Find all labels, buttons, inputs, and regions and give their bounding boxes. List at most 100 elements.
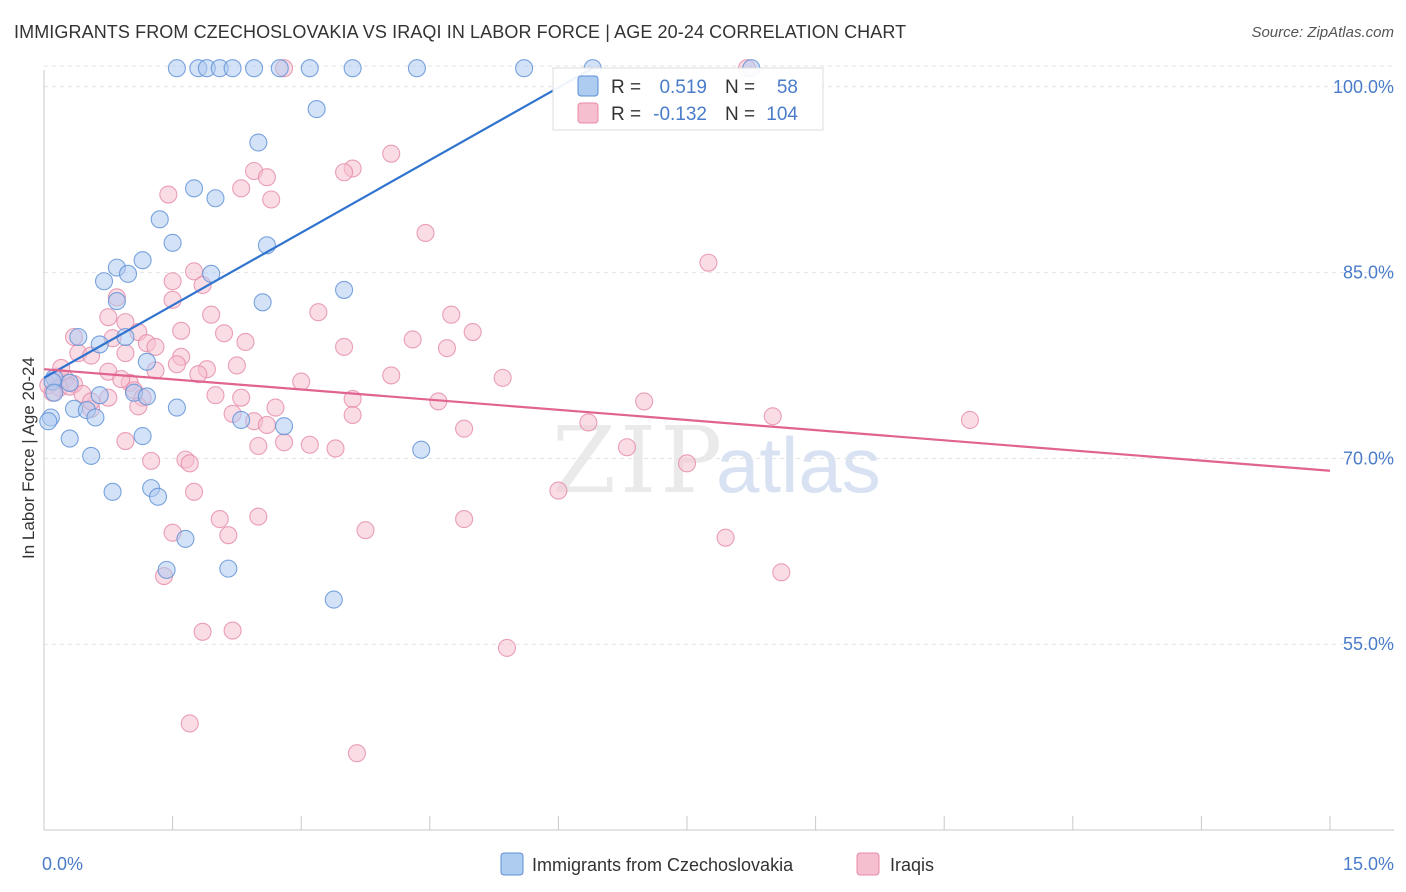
czechoslovakia-point <box>60 373 79 392</box>
series-legend: Immigrants from Czechoslovakia Iraqis <box>500 852 934 876</box>
iraqis-point <box>403 330 422 349</box>
czechoslovakia-point <box>148 487 168 506</box>
czechoslovakia-point <box>515 59 534 78</box>
iraqis-point <box>193 622 212 641</box>
axes: 100.0% 85.0% 70.0% 55.0% 0.0% 15.0% <box>42 70 1394 874</box>
iraqis-point <box>437 339 456 358</box>
czechoslovakia-trend-line <box>43 67 594 379</box>
iraqis-trend-line <box>43 368 1331 472</box>
iraqis-point <box>347 744 366 763</box>
iraqis-point <box>142 451 161 470</box>
iraqis-point <box>300 435 319 454</box>
czechoslovakia-point <box>275 417 294 436</box>
iraqis-point <box>716 528 735 547</box>
r-label: R = <box>611 77 641 98</box>
czechoslovakia-point <box>206 189 225 208</box>
r-value: 0.519 <box>659 77 707 98</box>
czechoslovakia-point <box>167 398 186 417</box>
czechoslovakia-point <box>335 280 354 299</box>
czechoslovakia-point <box>86 408 105 427</box>
czechoslovakia-point <box>343 59 362 78</box>
iraqis-point <box>116 344 135 363</box>
czechoslovakia-point <box>163 233 182 252</box>
iraqis-point <box>202 305 221 324</box>
iraqis-point <box>335 163 354 182</box>
czechoslovakia-point <box>253 293 272 312</box>
legend-czechoslovakia-swatch <box>500 852 524 876</box>
iraqis-point <box>772 563 791 582</box>
czechoslovakia-point <box>103 482 122 501</box>
czechoslovakia-point <box>232 410 251 430</box>
n-value: 104 <box>766 104 798 125</box>
czechoslovakia-point <box>45 383 64 402</box>
iraqis-point <box>497 638 517 657</box>
iraqis-point <box>236 332 255 351</box>
y-tick-label: 100.0% <box>1333 77 1394 97</box>
x-tick-label: 0.0% <box>42 854 83 874</box>
iraqis-point <box>172 321 191 340</box>
czechoslovakia-point <box>244 59 264 78</box>
y-tick-label: 85.0% <box>1343 263 1394 283</box>
czechoslovakia-point <box>324 590 343 609</box>
czechoslovakia-point <box>133 251 152 270</box>
iraqis-point <box>382 366 401 385</box>
czechoslovakia-point <box>184 179 204 198</box>
czechoslovakia-points <box>39 59 761 609</box>
czechoslovakia-point <box>107 292 126 311</box>
iraqis-point <box>617 438 637 457</box>
gridlines <box>44 65 1392 645</box>
iraqis-point <box>257 168 276 187</box>
x-tick-label: 15.0% <box>1343 854 1394 874</box>
czechoslovakia-point <box>219 559 238 578</box>
czechoslovakia-point <box>412 440 431 459</box>
czechoslovakia-point <box>82 446 101 465</box>
iraqis-point <box>167 355 186 374</box>
iraqis-point <box>326 439 345 458</box>
czechoslovakia-point <box>167 59 186 78</box>
czechoslovakia-point <box>307 100 326 119</box>
iraqis-point <box>455 419 474 438</box>
iraqis-point <box>189 365 208 384</box>
iraqis-point <box>214 324 234 343</box>
iraqis-point <box>223 621 242 640</box>
czechoslovakia-point <box>94 272 114 291</box>
iraqis-point <box>99 308 118 327</box>
iraqis-point <box>262 190 281 209</box>
y-tick-label: 70.0% <box>1343 448 1394 468</box>
iraqis-point <box>699 253 718 272</box>
czechoslovakia-point <box>137 352 156 371</box>
iraqis-point <box>116 431 135 451</box>
iraqis-point <box>275 433 294 452</box>
iraqis-point <box>257 415 276 434</box>
iraqis-point <box>112 370 131 389</box>
czechoslovakia-point <box>39 412 58 431</box>
czechoslovakia-point <box>223 59 242 78</box>
trend-lines <box>43 67 1331 472</box>
iraqis-point <box>549 481 568 500</box>
iraqis-point <box>343 405 362 425</box>
iraqis-point <box>232 179 251 198</box>
czechoslovakia-point <box>270 59 289 78</box>
czechoslovakia-point <box>157 560 176 579</box>
czechoslovakia-point <box>133 427 152 446</box>
iraqis-point <box>579 413 598 432</box>
iraqis-point <box>180 454 199 473</box>
legend-iraqis-label: Iraqis <box>890 855 934 875</box>
source-label: Source: ZipAtlas.com <box>1251 24 1394 41</box>
czechoslovakia-point <box>137 387 156 406</box>
czechoslovakia-point <box>300 59 319 78</box>
chart-title: IMMIGRANTS FROM CZECHOSLOVAKIA VS IRAQI … <box>14 22 907 42</box>
czechoslovakia-point <box>60 429 79 448</box>
n-label: N = <box>725 77 755 98</box>
iraqis-point <box>227 356 246 375</box>
y-axis-title: In Labor Force | Age 20-24 <box>19 357 38 559</box>
iraqis-swatch <box>577 102 599 124</box>
czechoslovakia-point <box>118 264 138 283</box>
r-label: R = <box>611 104 641 125</box>
iraqis-point <box>335 337 354 356</box>
iraqis-point <box>677 454 697 473</box>
czechoslovakia-point <box>407 59 426 78</box>
watermark: ZIP atlas <box>552 407 881 514</box>
iraqis-point <box>159 185 178 204</box>
iraqis-point <box>493 368 512 387</box>
